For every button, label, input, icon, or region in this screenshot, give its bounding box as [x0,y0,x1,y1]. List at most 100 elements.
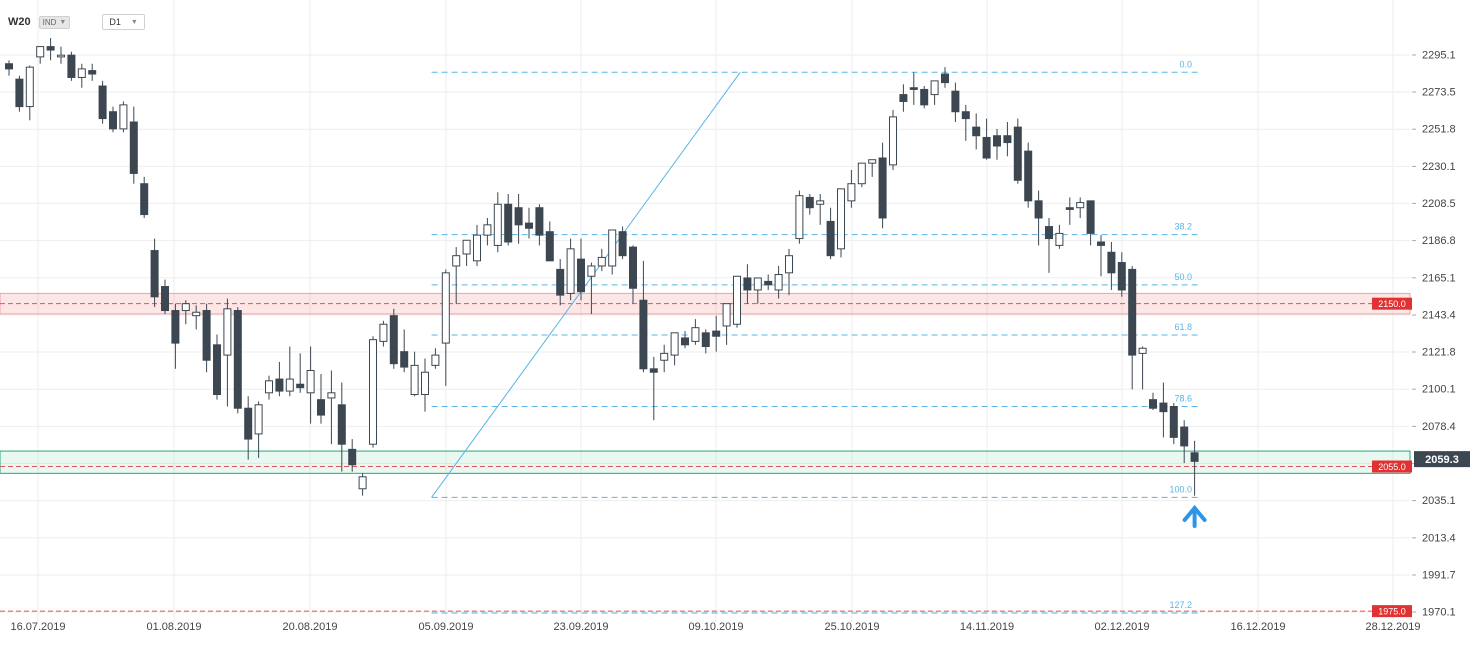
fib-label-127.2: 127.2 [1169,600,1192,610]
candle-body [722,303,731,327]
candle-body [764,280,773,286]
candle [1086,200,1095,246]
candle [213,334,221,400]
candle-body [161,286,169,312]
candle [181,300,190,325]
candle [691,319,700,345]
candle-body [1097,241,1105,246]
level-tag-bg [1372,605,1412,618]
instrument-type-badge[interactable]: IND ▼ [38,15,71,29]
candle [1138,346,1147,390]
candle [421,358,429,412]
candle-body [982,136,991,159]
candles [5,38,1199,496]
candle [202,303,211,373]
candle-body [462,239,471,255]
candle [46,38,55,61]
candle [525,207,533,239]
level-tag-text: 1975.0 [1378,607,1406,617]
candle [265,375,273,400]
y-tick-label: 2035.1 [1422,495,1456,507]
x-tick-label: 28.12.2019 [1365,621,1420,633]
candle-body [213,344,221,396]
x-tick-label: 02.12.2019 [1094,621,1149,633]
candle-body [525,222,533,229]
candle-body [46,46,55,51]
candle-body [192,311,201,317]
candle [982,118,991,160]
candle [1128,265,1137,390]
candle [951,82,960,123]
level-tag-bg [1372,297,1412,310]
candle-body [421,371,429,396]
y-tick-label: 2295.1 [1422,50,1456,62]
x-tick-label: 14.11.2019 [960,621,1014,633]
candle [837,188,845,258]
candle [379,320,388,347]
candle [348,439,357,472]
candle [150,238,159,308]
candle-body [504,203,513,243]
chart-header: W20 IND ▼ D1 ▼ [8,12,145,32]
candle [649,356,658,421]
candle [161,279,169,314]
candle [140,176,149,218]
candle-body [961,111,970,120]
candle [618,226,627,260]
candle [753,277,762,304]
candle [327,370,336,445]
y-tick-label: 2013.4 [1422,532,1456,544]
candle [462,239,471,266]
timeframe-label: D1 [109,17,121,27]
timeframe-select[interactable]: D1 ▼ [102,14,145,30]
candle [109,106,117,133]
candle [514,193,523,244]
candle [1055,224,1064,249]
current-price-tag: 2059.3 [1414,451,1470,468]
candle [1149,392,1157,410]
y-tick-label: 2078.4 [1422,421,1456,433]
candle [1065,197,1074,225]
candle [774,265,783,299]
candle-body [358,476,367,490]
y-tick-label: 1991.7 [1422,569,1456,581]
fib-label-38.2: 38.2 [1174,222,1192,232]
candle [712,315,721,352]
x-axis: 16.07.2019 01.08.2019 20.08.2019 05.09.2019… [10,621,1420,633]
candle [930,80,939,105]
candle-body [296,383,305,389]
candle [1159,382,1168,438]
candle [1180,420,1189,464]
candle-body [244,407,253,440]
candle-body [993,135,1001,147]
candle [743,264,752,304]
candle [701,329,710,354]
candle-body [920,88,929,106]
candle-body [36,46,45,58]
y-tick-label: 2230.1 [1422,161,1456,173]
candle-body [1003,135,1012,144]
candle-body [5,63,13,70]
candle-body [889,116,897,166]
candle-body [1065,207,1074,210]
candle-body [1138,347,1147,354]
candle-body [1086,200,1095,234]
candle [275,361,284,397]
candle-body [951,90,960,113]
candle-body [878,157,887,219]
y-tick-label: 2208.5 [1422,198,1456,210]
candle-body [701,332,710,348]
candle [993,128,1001,160]
x-tick-label: 20.08.2019 [282,621,337,633]
level-tag-text: 2055.0 [1378,462,1406,472]
candle [660,344,669,373]
candle [369,336,377,448]
y-tick-label: 2186.8 [1422,235,1456,247]
candle-body [1117,262,1126,291]
candle [1024,142,1033,208]
candle-body [930,80,939,96]
candle-body [493,203,502,246]
candle-body [909,87,918,90]
